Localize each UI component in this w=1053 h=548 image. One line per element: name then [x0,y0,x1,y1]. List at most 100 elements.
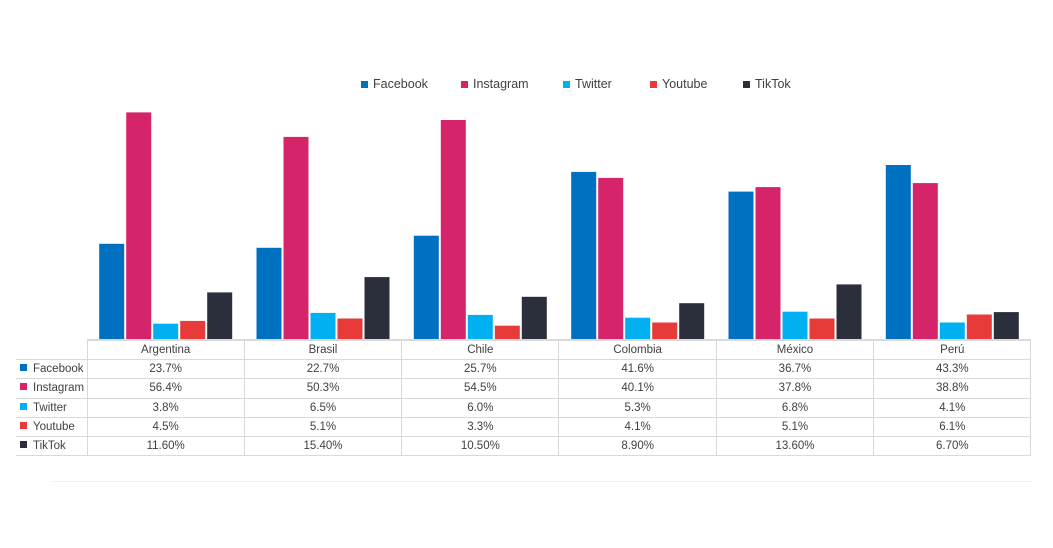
legend-item-tiktok: TikTok [743,77,791,91]
table-cell-value: 36.7% [715,359,875,380]
table-cell-value: 5.1% [715,416,875,437]
bar-youtube-3 [652,322,678,339]
table-cell-value: 6.5% [243,397,403,418]
legend-key-icon [20,441,27,449]
legend-swatch [461,80,468,88]
bar-tiktok-5 [993,312,1019,339]
table-cell-value: 4.5% [86,416,245,437]
table-row: TikTok 11.60% 15.40% 10.50% 8.90% 13.60% 6.70% [16,435,1032,457]
table-row-label: TikTok [16,435,88,457]
legend-swatch [743,80,750,88]
table-cell-value: 22.7% [243,359,403,380]
bar-facebook-4 [728,191,754,339]
table-row: Youtube 4.5% 5.1% 3.3% 4.1% 5.1% 6.1% [16,416,1032,437]
legend-item-twitter: Twitter [563,77,612,91]
table-cell-value: 5.1% [243,416,403,437]
bar-instagram-0 [126,112,152,340]
table-cell-value: 23.7% [86,359,245,380]
series-name: Twitter [33,401,67,414]
bar-facebook-1 [256,247,282,339]
legend-label: Youtube [662,77,708,91]
table-cell-value: 40.1% [558,378,717,399]
footer-divider [52,481,1032,482]
bar-tiktok-0 [207,292,233,339]
bar-tiktok-4 [836,284,862,339]
table-cell-value: 43.3% [873,359,1032,380]
table-cell-value: 6.1% [873,416,1032,437]
table-header-category: Brasil [243,339,403,361]
table-cell-value: 54.5% [401,378,560,399]
bar-tiktok-1 [364,277,390,339]
table-cell-value: 6.0% [401,397,560,418]
legend-item-youtube: Youtube [650,77,707,91]
bar-facebook-2 [413,235,439,339]
bar-twitter-3 [625,317,651,339]
table-header-category: Colombia [558,339,717,361]
bar-twitter-1 [310,312,336,339]
table-cell-value: 25.7% [401,359,560,380]
table-cell-value: 3.8% [86,397,245,418]
bar-youtube-0 [180,320,206,339]
bar-facebook-0 [99,243,125,339]
table-row-label: Twitter [16,397,88,418]
legend-label: Facebook [373,77,428,91]
bar-instagram-1 [283,136,309,339]
bar-facebook-5 [885,165,911,339]
table-corner [16,340,88,360]
legend-swatch [361,80,368,88]
table-cell-value: 15.40% [243,435,403,457]
legend-key-icon [20,421,27,429]
table-cell-value: 38.8% [873,378,1032,399]
legend-item-facebook: Facebook [361,77,428,91]
bar-facebook-3 [571,171,597,339]
bar-twitter-4 [782,311,808,339]
table-row: Facebook 23.7% 22.7% 25.7% 41.6% 36.7% 43.3% [16,359,1032,380]
legend-key-icon [20,402,27,410]
table-cell-value: 6.8% [715,397,875,418]
bar-youtube-4 [809,318,835,339]
table-cell-value: 37.8% [715,378,875,399]
table-cell-value: 4.1% [873,397,1032,418]
series-name: Instagram [33,382,85,395]
bar-twitter-2 [467,314,493,339]
table-row-label: Instagram [16,378,88,399]
table-cell-value: 5.3% [558,397,717,418]
series-name: Facebook [33,363,84,376]
bar-instagram-2 [440,120,466,339]
table-row-label: Facebook [16,359,88,380]
table-cell-value: 8.90% [558,435,717,457]
legend-swatch [650,80,657,88]
bar-tiktok-2 [521,296,547,339]
bar-tiktok-3 [679,303,705,339]
legend-label: Twitter [575,77,612,91]
legend-key-icon [20,364,27,372]
table-cell-value: 11.60% [86,435,245,457]
bar-twitter-0 [153,323,179,339]
table-header-category: Chile [401,339,560,361]
table-cell-value: 50.3% [243,378,403,399]
table-cell-value: 4.1% [558,416,717,437]
table-cell-value: 41.6% [558,359,717,380]
legend-label: TikTok [755,77,791,91]
table-cell-value: 10.50% [401,435,560,457]
table-row-label: Youtube [16,416,88,437]
legend-label: Instagram [473,77,529,91]
table-cell-value: 56.4% [86,378,245,399]
data-table: Argentina Brasil Chile Colombia México Perú F… [16,339,1032,457]
chart-legend: Facebook Instagram Twitter Youtube TikTok [0,77,1053,95]
bar-youtube-2 [494,325,520,339]
bar-instagram-5 [912,183,938,339]
bar-twitter-5 [939,322,965,339]
table-header-category: Perú [873,339,1032,361]
table-header-category: Argentina [86,339,245,361]
table-row: Twitter 3.8% 6.5% 6.0% 5.3% 6.8% 4.1% [16,397,1032,418]
series-name: TikTok [33,440,66,453]
bar-instagram-4 [755,187,781,339]
legend-swatch [563,80,570,88]
series-name: Youtube [33,420,75,433]
table-header-category: México [715,339,875,361]
bar-youtube-5 [966,314,992,339]
table-cell-value: 3.3% [401,416,560,437]
bar-youtube-1 [337,318,363,339]
